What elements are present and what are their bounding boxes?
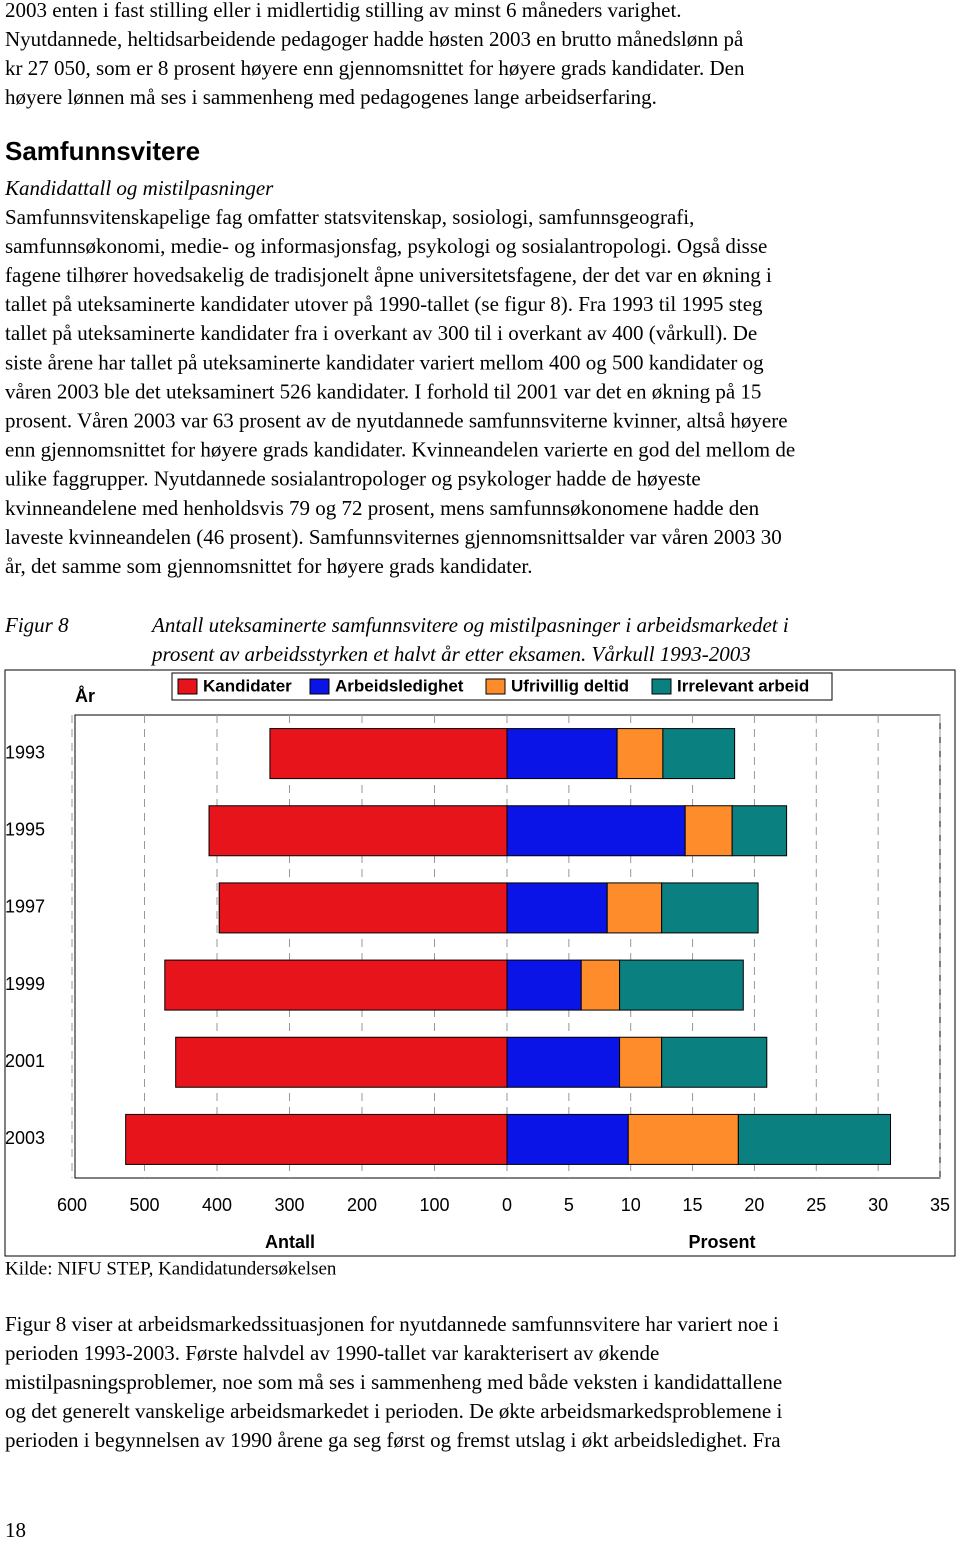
bar: [619, 1036, 663, 1088]
legend-label: Arbeidsledighet: [335, 676, 464, 695]
text-line: perioden 1993-2003. Første halvdel av 19…: [5, 1341, 659, 1365]
x-tick-label: 20: [744, 1195, 764, 1215]
x-axis-label: Antall: [265, 1232, 315, 1252]
legend-swatch: [485, 678, 506, 695]
bar: [506, 882, 608, 934]
bar: [627, 1113, 739, 1165]
x-tick-label: 30: [868, 1195, 888, 1215]
legend-label: Irrelevant arbeid: [677, 676, 809, 695]
bar: [269, 728, 508, 780]
legend-label: Ufrivillig deltid: [511, 676, 629, 695]
bar: [506, 805, 686, 857]
text-line: 2003 enten i fast stilling eller i midle…: [5, 0, 682, 22]
x-tick-label: 600: [57, 1195, 87, 1215]
text-line: Nyutdannede, heltidsarbeidende pedagoger…: [5, 27, 744, 51]
bar: [506, 959, 582, 1011]
text-line: mistilpasningsproblemer, noe som må ses …: [5, 1370, 782, 1394]
legend-swatch: [309, 678, 330, 695]
text-line: våren 2003 ble det uteksaminert 526 kand…: [5, 379, 761, 403]
subheading: Kandidattall og mistilpasninger: [4, 176, 274, 200]
bar: [661, 882, 759, 934]
x-tick-label: 300: [274, 1195, 304, 1215]
chart-frame: [4, 669, 956, 1257]
bar: [506, 1113, 629, 1165]
legend-swatch: [651, 678, 672, 695]
y-tick-label: 1993: [5, 742, 45, 762]
y-tick-label: 2001: [5, 1051, 45, 1071]
y-tick-label: 1995: [5, 820, 45, 840]
y-tick-label: 1997: [5, 897, 45, 917]
text-line: perioden i begynnelsen av 1990 årene ga …: [5, 1428, 781, 1452]
bar: [684, 805, 733, 857]
text-line: siste årene har tallet på uteksaminerte …: [5, 350, 764, 374]
caption-line: Antall uteksaminerte samfunnsvitere og m…: [150, 613, 789, 637]
heading: Samfunnsvitere: [5, 136, 200, 166]
bar: [125, 1113, 508, 1165]
bar: [731, 805, 788, 857]
x-tick-label: 0: [502, 1195, 512, 1215]
legend-label: Kandidater: [203, 676, 292, 695]
text-line: ulike faggrupper. Nyutdannede sosialantr…: [5, 467, 701, 491]
text-line: og det generelt vanskelige arbeidsmarked…: [5, 1399, 782, 1423]
text-line: Figur 8 viser at arbeidsmarkedssituasjon…: [5, 1312, 779, 1336]
x-tick-label: 5: [564, 1195, 574, 1215]
bar: [506, 728, 618, 780]
text-line: tallet på uteksaminerte kandidater utove…: [5, 292, 763, 316]
bar: [164, 959, 508, 1011]
text-line: enn gjennomsnittet for høyere grads kand…: [5, 438, 795, 462]
y-tick-label: 1999: [5, 974, 45, 994]
y-axis-label: År: [75, 686, 95, 706]
bar: [175, 1036, 508, 1088]
bar: [606, 882, 663, 934]
bar: [616, 728, 664, 780]
bar: [580, 959, 621, 1011]
bar: [661, 1036, 768, 1088]
text-line: år, det samme som gjennomsnittet for høy…: [5, 554, 533, 578]
source: Kilde: NIFU STEP, Kandidatundersøkelsen: [5, 1258, 337, 1279]
x-tick-label: 10: [621, 1195, 641, 1215]
page-number: 18: [5, 1518, 26, 1542]
text-line: prosent. Våren 2003 var 63 prosent av de…: [5, 409, 788, 433]
text-line: høyere lønnen må ses i sammenheng med pe…: [5, 85, 657, 109]
caption-line: prosent av arbeidsstyrken et halvt år et…: [150, 642, 751, 666]
bar: [506, 1036, 621, 1088]
x-tick-label: 100: [419, 1195, 449, 1215]
text-line: tallet på uteksaminerte kandidater fra i…: [5, 321, 757, 345]
x-tick-label: 15: [683, 1195, 703, 1215]
y-tick-label: 2003: [5, 1128, 45, 1148]
x-tick-label: 35: [930, 1195, 950, 1215]
figure-label: Figur 8: [4, 613, 69, 637]
text-line: kr 27 050, som er 8 prosent høyere enn g…: [5, 56, 745, 80]
bar: [208, 805, 508, 857]
x-tick-label: 200: [347, 1195, 377, 1215]
text-line: samfunnsøkonomi, medie- og informasjonsf…: [5, 234, 767, 258]
text-line: kvinneandelene med henholdsvis 79 og 72 …: [5, 496, 760, 520]
text-line: laveste kvinneandelen (46 prosent). Samf…: [5, 525, 782, 549]
text-line: fagene tilhører hovedsakelig de tradisjo…: [5, 263, 772, 287]
text-line: Samfunnsvitenskapelige fag omfatter stat…: [5, 205, 694, 229]
x-tick-label: 25: [806, 1195, 826, 1215]
legend-swatch: [177, 678, 198, 695]
bar: [218, 882, 508, 934]
x2-axis-label: Prosent: [688, 1232, 755, 1252]
bar: [662, 728, 736, 780]
bar: [619, 959, 744, 1011]
x-tick-label: 400: [202, 1195, 232, 1215]
x-tick-label: 500: [129, 1195, 159, 1215]
bar: [737, 1113, 892, 1165]
